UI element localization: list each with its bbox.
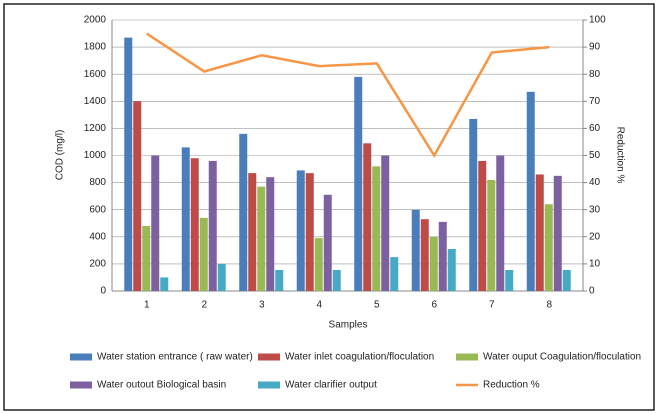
bar [181, 147, 190, 291]
x-axis-title: Samples [329, 320, 368, 331]
y-tick-label: 2000 [84, 15, 107, 26]
y-tick-label: 1600 [84, 69, 107, 80]
bar [372, 166, 381, 291]
bar [323, 194, 332, 291]
y-tick-label: 1800 [84, 42, 107, 53]
y2-axis-title: Reduction % [614, 127, 625, 184]
legend-swatch [70, 353, 92, 361]
y2-tick-label: 40 [589, 177, 601, 188]
y2-tick-label: 10 [589, 259, 601, 270]
x-tick-label: 4 [316, 300, 322, 311]
x-tick-label: 2 [201, 300, 207, 311]
bar [544, 204, 553, 291]
bar [478, 160, 487, 291]
y2-tick-label: 90 [589, 42, 601, 53]
bar [314, 238, 323, 291]
bar [296, 170, 305, 291]
bar [208, 160, 217, 291]
bar [496, 155, 505, 291]
x-tick-label: 7 [489, 300, 495, 311]
y2-tick-label: 50 [589, 150, 601, 161]
legend-label: Water inlet coagulation/floculation [285, 352, 434, 363]
bar [199, 217, 208, 291]
bar [275, 269, 284, 291]
legend-label: Water outout Biological basin [97, 380, 226, 391]
legend-swatch [258, 353, 280, 361]
bar [487, 179, 496, 291]
bar [535, 174, 544, 291]
bar [381, 155, 390, 291]
bar [363, 143, 372, 291]
bar [142, 225, 151, 291]
legend-label: Reduction % [483, 380, 540, 391]
y2-tick-label: 60 [589, 123, 601, 134]
bar [217, 263, 226, 291]
y2-tick-label: 0 [589, 286, 595, 297]
x-tick-label: 6 [431, 300, 437, 311]
bar [505, 269, 514, 291]
bar [390, 257, 399, 291]
y-tick-label: 200 [89, 259, 106, 270]
y2-tick-label: 80 [589, 69, 601, 80]
x-tick-label: 3 [259, 300, 265, 311]
bar [332, 269, 341, 291]
y-tick-label: 1000 [84, 150, 107, 161]
y-axis-title: COD (mg/l) [55, 130, 66, 181]
x-tick-label: 1 [144, 300, 150, 311]
bar [438, 221, 447, 291]
bar [305, 173, 314, 291]
bar [124, 37, 133, 291]
legend-swatch [70, 381, 92, 389]
y-tick-label: 0 [100, 286, 106, 297]
x-tick-label: 8 [546, 300, 552, 311]
y2-tick-label: 70 [589, 96, 601, 107]
bar [553, 175, 562, 291]
bar [420, 219, 429, 291]
y-tick-label: 400 [89, 231, 106, 242]
bar [447, 248, 456, 291]
bar [266, 177, 275, 291]
y2-tick-label: 30 [589, 204, 601, 215]
bar [133, 101, 142, 291]
legend-swatch [258, 381, 280, 389]
bar [257, 186, 266, 291]
legend-label: Water station entrance ( raw water) [97, 352, 253, 363]
y-tick-label: 1200 [84, 123, 107, 134]
legend-label: Water clarifier output [285, 380, 377, 391]
legend-swatch [456, 353, 478, 361]
bar [160, 277, 169, 291]
y-tick-label: 1400 [84, 96, 107, 107]
bar [411, 209, 420, 291]
bar [429, 236, 438, 291]
bar [248, 173, 257, 291]
chart-border [3, 3, 655, 411]
line-series [146, 32, 550, 158]
bar [526, 91, 535, 291]
bar [562, 269, 571, 291]
legend-label: Water ouput Coagulation/floculation [483, 352, 641, 363]
bar [469, 118, 478, 291]
y2-tick-label: 100 [589, 15, 606, 26]
bar [354, 76, 363, 291]
bar [239, 133, 248, 291]
y-tick-label: 600 [89, 204, 106, 215]
bar [190, 158, 199, 291]
y-tick-label: 800 [89, 177, 106, 188]
y2-tick-label: 20 [589, 231, 601, 242]
x-tick-label: 5 [374, 300, 380, 311]
bar [151, 155, 160, 291]
